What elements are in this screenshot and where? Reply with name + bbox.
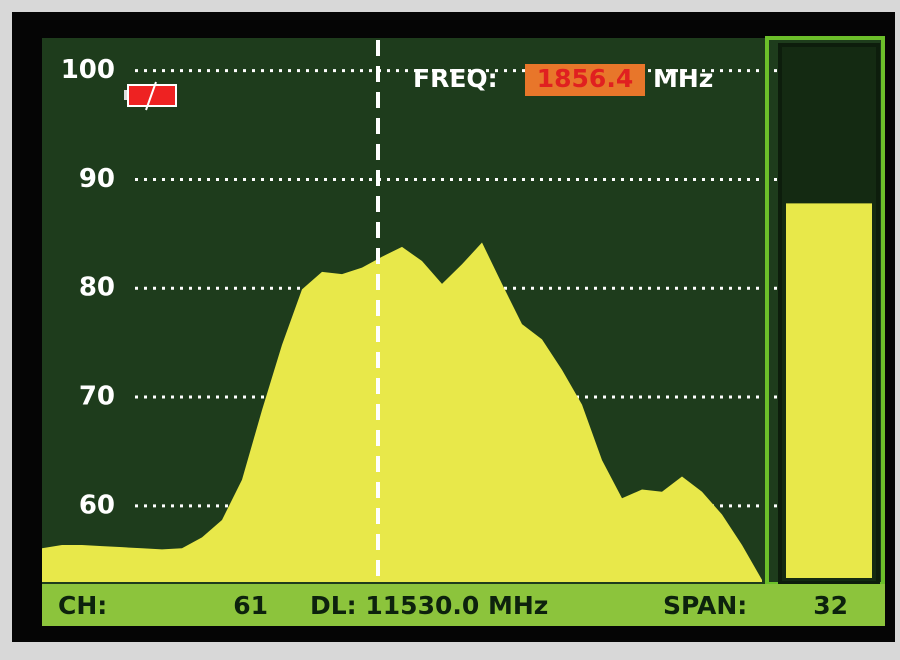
y-tick-label: 100 bbox=[61, 55, 115, 85]
status-bar bbox=[42, 584, 885, 626]
spectrum-area bbox=[42, 242, 762, 582]
freq-value: 1856.4 bbox=[537, 64, 633, 93]
freq-unit: MHz bbox=[653, 64, 713, 93]
span-label: SPAN: bbox=[663, 591, 747, 620]
freq-highlight bbox=[525, 64, 645, 96]
dl-freq: DL: 11530.0 MHz bbox=[310, 591, 548, 620]
span-value: 32 bbox=[813, 591, 848, 620]
battery-tip bbox=[124, 90, 128, 100]
level-bar bbox=[786, 203, 872, 578]
battery-mark bbox=[145, 81, 157, 111]
y-tick-label: 90 bbox=[79, 164, 115, 194]
ch-value: 61 bbox=[233, 591, 268, 620]
ch-label: CH: bbox=[58, 591, 107, 620]
y-tick-label: 80 bbox=[79, 273, 115, 303]
y-tick-label: 60 bbox=[79, 490, 115, 520]
freq-label: FREQ: bbox=[413, 64, 498, 93]
y-tick-label: 70 bbox=[79, 382, 115, 412]
battery-icon bbox=[124, 81, 177, 111]
